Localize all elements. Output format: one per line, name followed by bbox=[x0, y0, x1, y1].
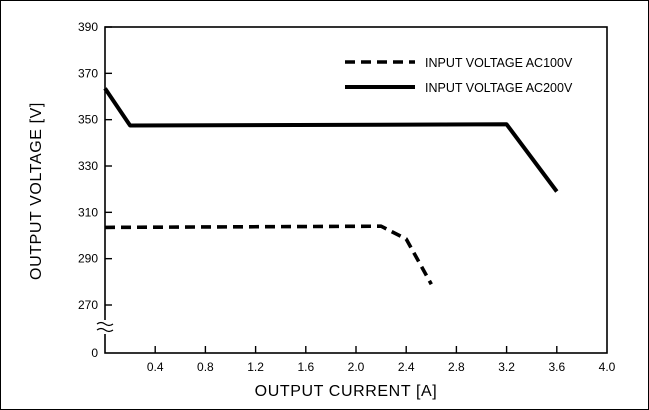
series-line-2 bbox=[103, 87, 559, 193]
legend: INPUT VOLTAGE AC100V INPUT VOLTAGE AC200V bbox=[345, 56, 573, 95]
x-tick-label: 2.4 bbox=[398, 360, 415, 374]
y-tick-label: 390 bbox=[78, 20, 98, 34]
x-tick-label: 1.2 bbox=[247, 360, 264, 374]
x-tick-label: 2.8 bbox=[448, 360, 465, 374]
y-tick-label: 270 bbox=[78, 298, 98, 312]
y-ticks: 390 370 350 330 310 290 270 0 bbox=[78, 20, 112, 360]
y-tick-label: 290 bbox=[78, 252, 98, 266]
y-tick-label: 350 bbox=[78, 113, 98, 127]
x-tick-label: 4.0 bbox=[599, 360, 616, 374]
plot-axes bbox=[96, 26, 608, 354]
x-tick-label: 0.8 bbox=[197, 360, 214, 374]
y-tick-label: 310 bbox=[78, 205, 98, 219]
x-tick-label: 3.2 bbox=[498, 360, 515, 374]
y-axis-label: OUTPUT VOLTAGE [V] bbox=[28, 102, 45, 280]
x-tick-label: 3.6 bbox=[548, 360, 565, 374]
y-tick-label-origin: 0 bbox=[91, 346, 98, 360]
x-axis-label: OUTPUT CURRENT [A] bbox=[255, 383, 438, 400]
x-tick-label: 1.6 bbox=[297, 360, 314, 374]
y-axis-break-mark-top bbox=[96, 321, 114, 327]
y-tick-label: 370 bbox=[78, 66, 98, 80]
series-lines bbox=[103, 87, 559, 286]
legend-label-1: INPUT VOLTAGE AC100V bbox=[425, 56, 573, 70]
plot-area-border bbox=[104, 26, 608, 354]
series-line-1 bbox=[104, 224, 433, 286]
x-tick-label: 0.4 bbox=[147, 360, 164, 374]
y-tick-label: 330 bbox=[78, 159, 98, 173]
y-axis-break-gap bbox=[101, 320, 109, 334]
x-ticks: 0.4 0.8 1.2 1.6 2.0 2.4 2.8 3.2 3.6 4.0 bbox=[147, 346, 616, 374]
legend-label-2: INPUT VOLTAGE AC200V bbox=[425, 81, 573, 95]
x-tick-label: 2.0 bbox=[348, 360, 365, 374]
y-axis-break bbox=[96, 320, 114, 334]
y-axis-break-mark-bottom bbox=[96, 327, 114, 333]
